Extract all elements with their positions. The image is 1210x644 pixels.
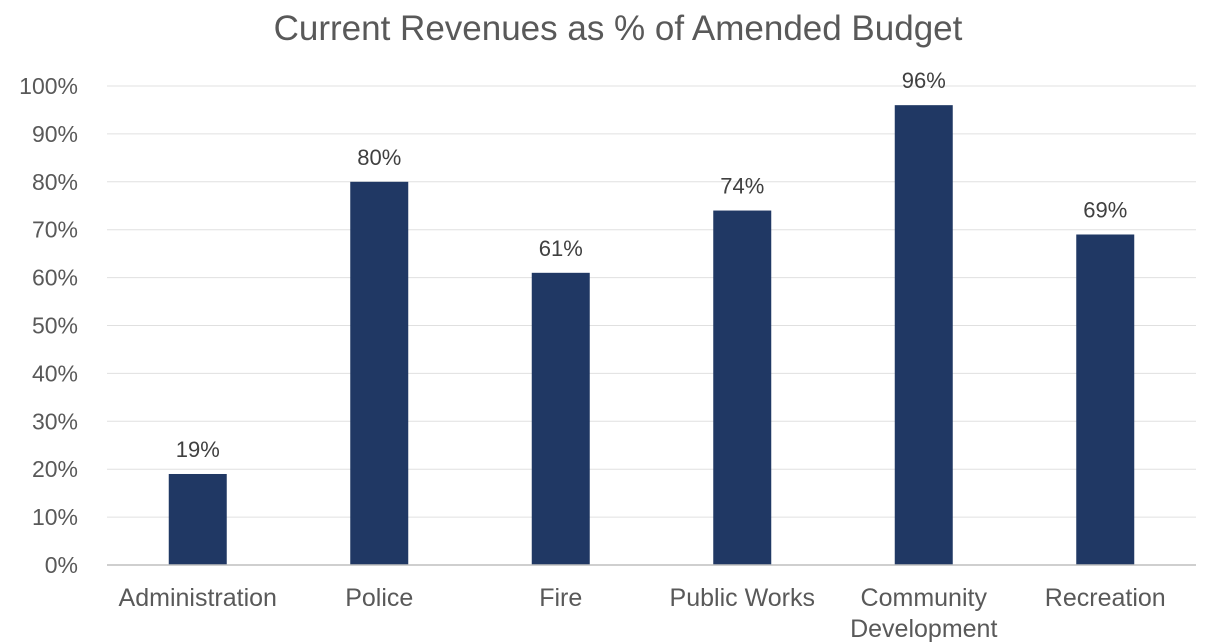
- y-tick-label: 10%: [32, 504, 78, 530]
- bar: [1076, 234, 1135, 566]
- y-axis-ticks: 0% 10% 20% 30% 40% 50% 60% 70% 80% 90% 100%: [19, 73, 78, 578]
- x-tick-label: Community: [861, 584, 988, 612]
- bar: [713, 210, 772, 566]
- x-axis-ticks: Administration Police Fire Public Works Comm…: [119, 584, 1166, 643]
- x-tick-label: Fire: [539, 584, 582, 612]
- y-tick-label: 60%: [32, 265, 78, 291]
- bar: [531, 272, 590, 565]
- data-label: 96%: [902, 68, 946, 93]
- y-tick-label: 20%: [32, 456, 78, 482]
- y-tick-label: 100%: [19, 73, 78, 99]
- y-tick-label: 40%: [32, 360, 78, 386]
- x-tick-label: Police: [345, 584, 413, 612]
- x-tick-label: Development: [850, 615, 997, 643]
- data-label: 80%: [357, 145, 401, 170]
- data-label: 61%: [539, 236, 583, 261]
- x-tick-label: Administration: [119, 584, 277, 612]
- y-tick-label: 80%: [32, 169, 78, 195]
- x-tick-label: Recreation: [1045, 584, 1166, 612]
- y-tick-label: 90%: [32, 121, 78, 147]
- bars: [168, 105, 1135, 566]
- data-label: 19%: [176, 437, 220, 462]
- y-tick-label: 0%: [45, 552, 78, 578]
- data-label: 69%: [1083, 197, 1127, 222]
- x-tick-label: Public Works: [670, 584, 815, 612]
- bar: [350, 181, 409, 566]
- gridlines: [107, 85, 1196, 518]
- data-label: 74%: [720, 174, 764, 199]
- data-labels: 19% 80% 61% 74% 96% 69%: [176, 68, 1128, 462]
- y-tick-label: 70%: [32, 217, 78, 243]
- bar: [894, 105, 953, 565]
- bar: [168, 473, 227, 565]
- y-tick-label: 30%: [32, 408, 78, 434]
- chart-title: Current Revenues as % of Amended Budget: [274, 9, 963, 48]
- y-tick-label: 50%: [32, 313, 78, 339]
